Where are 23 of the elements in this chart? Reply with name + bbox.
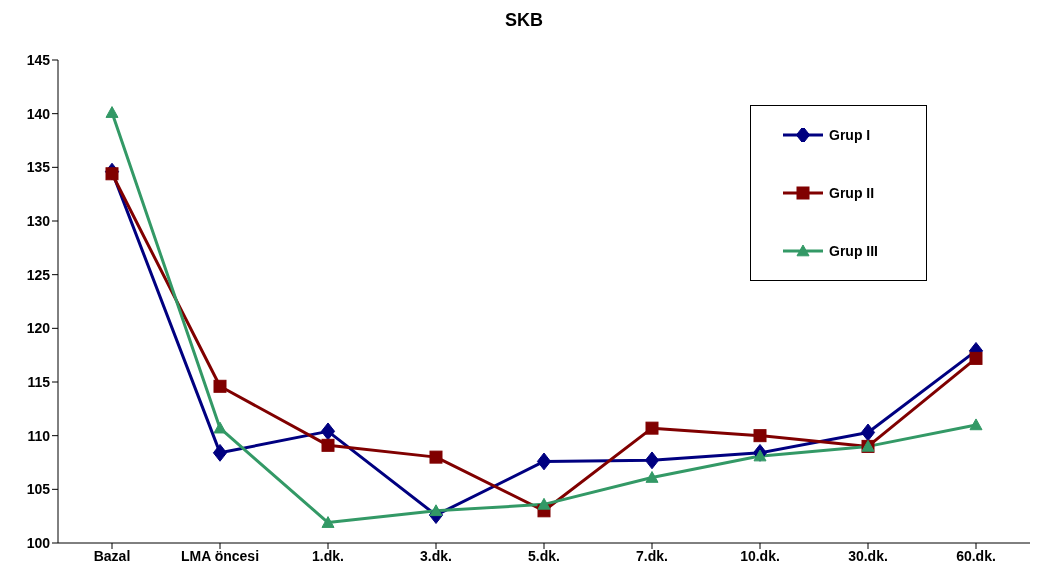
chart-title: SKB bbox=[504, 9, 544, 32]
x-tick-label: 30.dk. bbox=[848, 547, 888, 564]
y-tick-label: 135 bbox=[26, 159, 51, 176]
y-tick-label: 115 bbox=[27, 373, 51, 390]
x-tick-label: 60.dk. bbox=[956, 547, 996, 564]
y-tick-label: 125 bbox=[26, 266, 51, 283]
legend-label: Grup II bbox=[829, 185, 875, 201]
y-tick-label: 105 bbox=[26, 481, 51, 498]
legend-label: Grup I bbox=[829, 127, 871, 143]
x-tick-label: 10.dk. bbox=[740, 547, 780, 564]
x-tick-label: 5.dk. bbox=[528, 547, 560, 564]
y-tick-label: 145 bbox=[26, 51, 51, 68]
x-tick-label: 3.dk. bbox=[420, 547, 452, 564]
x-tick-label: LMA öncesi bbox=[180, 547, 260, 564]
x-tick-label: Bazal bbox=[93, 547, 131, 564]
y-tick-label: 100 bbox=[26, 534, 51, 551]
x-tick-label: 1.dk. bbox=[312, 547, 344, 564]
x-tick-label: 7.dk. bbox=[636, 547, 668, 564]
y-tick-label: 140 bbox=[26, 105, 51, 122]
y-tick-label: 130 bbox=[26, 212, 51, 229]
legend-label: Grup III bbox=[829, 243, 878, 259]
y-tick-label: 120 bbox=[26, 320, 51, 337]
y-tick-label: 110 bbox=[27, 427, 51, 444]
